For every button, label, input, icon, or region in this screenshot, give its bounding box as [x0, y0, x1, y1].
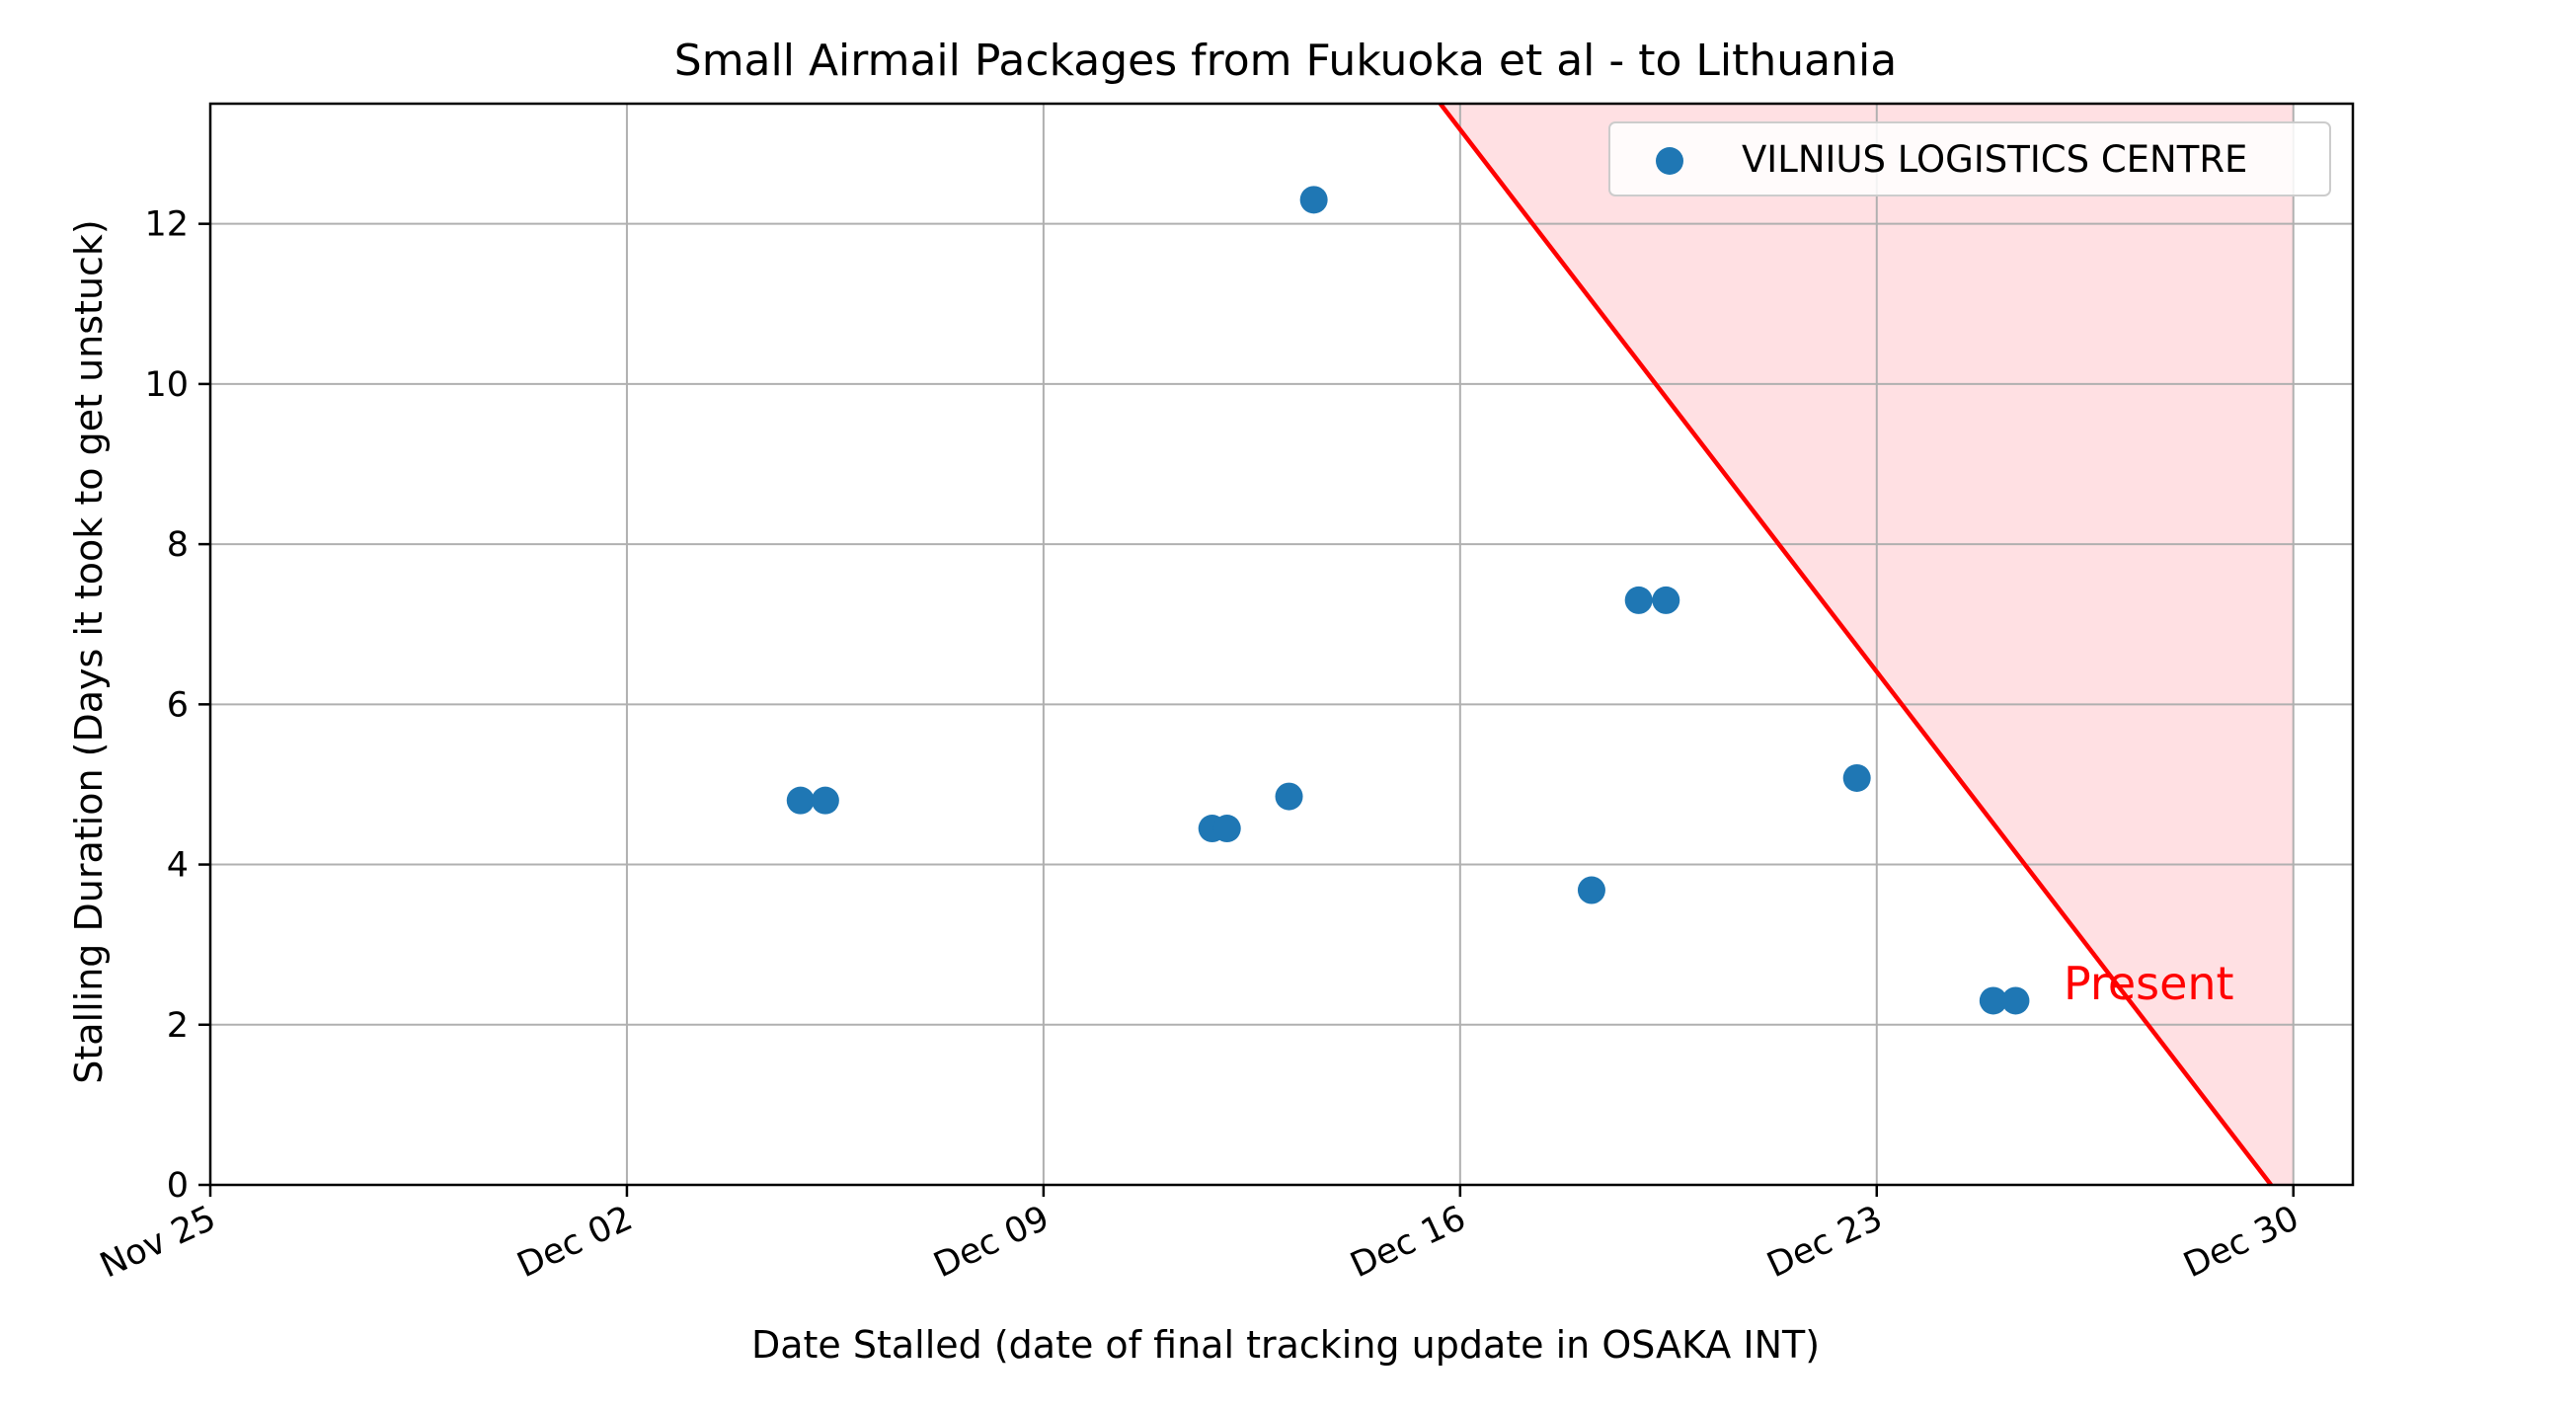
present-line — [1438, 102, 2273, 1187]
y-tick-label: 12 — [144, 205, 189, 245]
data-point — [1624, 586, 1653, 614]
legend-label: VILNIUS LOGISTICS CENTRE — [1742, 138, 2247, 181]
y-tick-label: 0 — [167, 1166, 189, 1206]
y-tick-label: 10 — [144, 365, 189, 405]
present-shaded-region — [1440, 104, 2294, 1185]
data-point — [1979, 986, 2007, 1015]
legend-box — [1608, 121, 2331, 196]
data-point — [1275, 782, 1303, 811]
x-axis-label: Date Stalled (date of final tracking upd… — [751, 1323, 1820, 1367]
data-point — [786, 786, 815, 815]
legend: VILNIUS LOGISTICS CENTRE — [1608, 121, 2331, 196]
y-axis-label: Stalling Duration (Days it took to get u… — [67, 219, 111, 1084]
y-tick-label: 8 — [167, 525, 189, 565]
chart-title: Small Airmail Packages from Fukuoka et a… — [674, 36, 1897, 86]
data-point — [1212, 815, 1241, 843]
present-annotation: Present — [2064, 957, 2234, 1010]
data-point — [1652, 586, 1680, 614]
plot-frame — [208, 102, 2355, 1187]
y-axis-ticks: 0 2 4 6 8 10 12 — [144, 205, 210, 1206]
data-point — [1299, 186, 1328, 214]
data-points-layer — [786, 186, 2030, 1015]
data-point — [1577, 876, 1605, 904]
present-line-layer — [1438, 102, 2273, 1187]
legend-marker — [1656, 147, 1683, 175]
data-point — [2001, 986, 2030, 1015]
y-tick-label: 6 — [167, 685, 189, 725]
data-point — [811, 786, 839, 815]
y-tick-label: 4 — [167, 846, 189, 886]
data-point — [1842, 763, 1871, 792]
y-tick-label: 2 — [167, 1006, 189, 1046]
present-shaded-region-layer — [1440, 104, 2294, 1185]
